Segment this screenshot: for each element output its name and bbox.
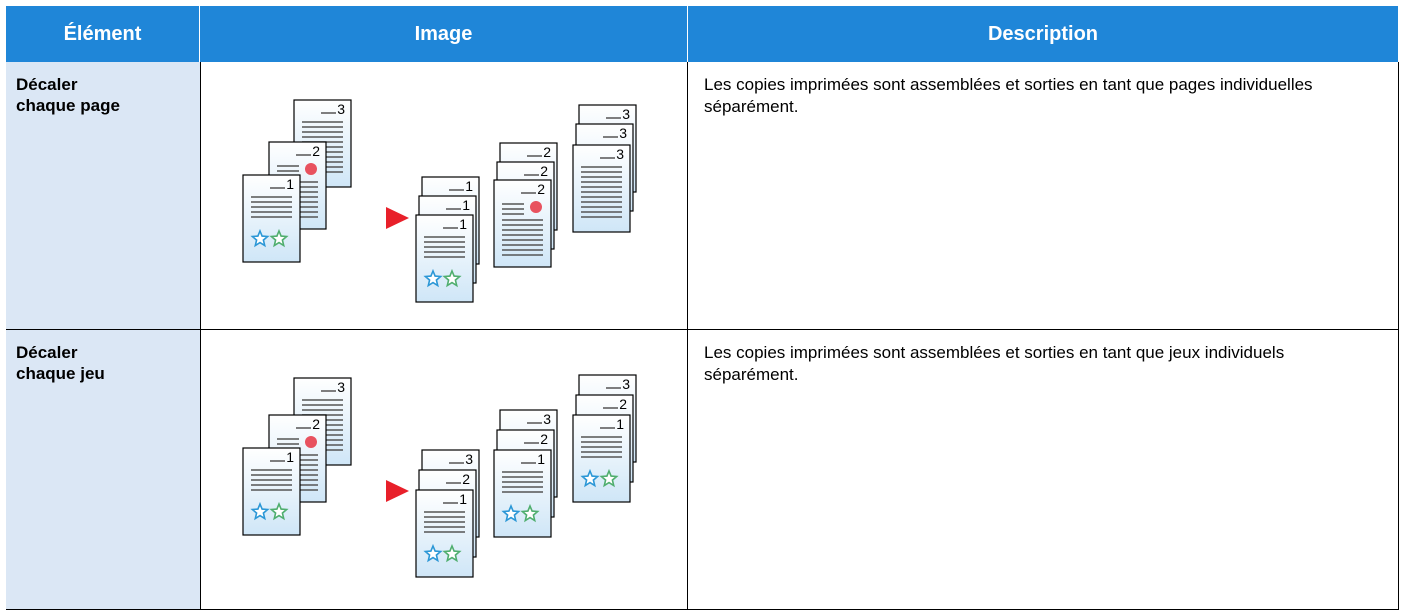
page-number: 3 bbox=[622, 376, 630, 392]
page-number: 3 bbox=[465, 451, 473, 467]
page-number: 3 bbox=[619, 125, 627, 141]
page-number: 1 bbox=[286, 449, 294, 465]
star-icon bbox=[442, 543, 462, 563]
star-icon bbox=[599, 468, 619, 488]
star-icon bbox=[250, 501, 270, 521]
page-icon bbox=[415, 489, 474, 578]
image-cell: 3 2 1 1 1 1 2 2 2 3 3 3 bbox=[200, 62, 688, 330]
page-number: 1 bbox=[537, 451, 545, 467]
page-number: 3 bbox=[337, 379, 345, 395]
dot-icon bbox=[305, 163, 317, 175]
header-cell: Description bbox=[688, 6, 1399, 62]
arrow bbox=[386, 480, 409, 502]
illustration: 3 2 1 1 1 1 2 2 2 3 3 3 bbox=[242, 99, 637, 303]
page-icon bbox=[493, 179, 552, 268]
page-icon bbox=[242, 174, 301, 263]
page-icon bbox=[242, 447, 301, 536]
star-icon bbox=[442, 268, 462, 288]
page-number: 2 bbox=[540, 163, 548, 179]
description: Les copies imprimées sont assemblées et … bbox=[688, 330, 1399, 610]
description: Les copies imprimées sont assemblées et … bbox=[688, 62, 1399, 330]
page-number: 1 bbox=[459, 491, 467, 507]
page-number: 2 bbox=[312, 416, 320, 432]
dot-icon bbox=[305, 436, 317, 448]
star-icon bbox=[580, 468, 600, 488]
row-label: Décaler chaque page bbox=[16, 75, 120, 115]
page-icon bbox=[493, 449, 552, 538]
page-icon bbox=[415, 214, 474, 303]
page-number: 3 bbox=[337, 101, 345, 117]
page-number: 1 bbox=[286, 176, 294, 192]
illustration: 3 2 1 3 2 1 3 2 1 3 2 1 bbox=[242, 374, 637, 578]
star-icon bbox=[501, 503, 521, 523]
dot-icon bbox=[530, 201, 542, 213]
page-number: 1 bbox=[616, 416, 624, 432]
page-number: 1 bbox=[462, 197, 470, 213]
page-icon bbox=[572, 414, 631, 503]
page-number: 2 bbox=[462, 471, 470, 487]
header-cell: Image bbox=[200, 6, 688, 62]
star-icon bbox=[520, 503, 540, 523]
arrow bbox=[386, 207, 409, 229]
star-icon bbox=[423, 268, 443, 288]
page-number: 1 bbox=[459, 216, 467, 232]
page-number: 3 bbox=[616, 146, 624, 162]
row-label-cell: Décaler chaque page bbox=[6, 62, 200, 330]
star-icon bbox=[269, 501, 289, 521]
row-label: Décaler chaque jeu bbox=[16, 343, 105, 383]
page-number: 2 bbox=[540, 431, 548, 447]
header-cell: Élément bbox=[6, 6, 200, 62]
page-number: 2 bbox=[312, 143, 320, 159]
page-number: 3 bbox=[622, 106, 630, 122]
star-icon bbox=[250, 228, 270, 248]
page-number: 2 bbox=[619, 396, 627, 412]
page-number: 3 bbox=[543, 411, 551, 427]
page-number: 2 bbox=[543, 144, 551, 160]
image-cell: 3 2 1 3 2 1 3 2 1 3 2 1 bbox=[200, 330, 688, 610]
row-label-cell: Décaler chaque jeu bbox=[6, 330, 200, 610]
page-number: 2 bbox=[537, 181, 545, 197]
star-icon bbox=[269, 228, 289, 248]
star-icon bbox=[423, 543, 443, 563]
page-number: 1 bbox=[465, 178, 473, 194]
